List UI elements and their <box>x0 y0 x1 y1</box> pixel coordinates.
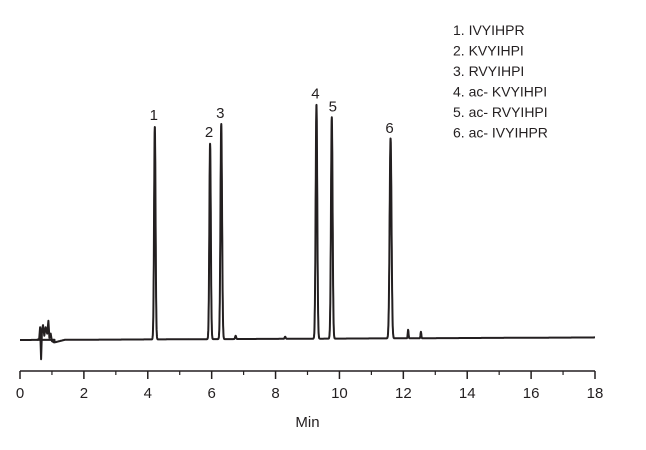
chromatogram-trace <box>19 103 596 344</box>
legend-entry-3: 3. RVYIHPI <box>453 63 524 79</box>
x-tick-label-6: 6 <box>207 385 215 402</box>
x-tick-label-10: 10 <box>331 385 348 402</box>
peak-label-5: 5 <box>329 98 337 115</box>
x-tick-label-0: 0 <box>16 385 24 402</box>
legend-entry-5: 5. ac- RVYIHPI <box>453 104 548 120</box>
legend-entry-6: 6. ac- IVYIHPR <box>453 125 548 141</box>
peak-label-6: 6 <box>385 120 393 137</box>
peak-label-3: 3 <box>216 105 224 122</box>
chart-legend: 1. IVYIHPR 2. KVYIHPI 3. RVYIHPI 4. ac- KVY… <box>453 22 548 141</box>
x-tick-label-18: 18 <box>587 385 604 402</box>
x-axis-title: Min <box>295 414 319 431</box>
peak-labels: 1 23 45 6 <box>150 86 394 141</box>
peak-label-4: 4 <box>311 86 319 103</box>
x-tick-label-8: 8 <box>271 385 279 402</box>
x-axis-ticks: 0 2 4 6 8 10 12 14 16 18 <box>16 371 604 402</box>
legend-entry-2: 2. KVYIHPI <box>453 43 524 59</box>
legend-entry-4: 4. ac- KVYIHPI <box>453 84 547 100</box>
x-tick-label-4: 4 <box>144 385 152 402</box>
legend-entry-1: 1. IVYIHPR <box>453 22 525 38</box>
peak-label-2: 2 <box>205 124 213 141</box>
x-tick-label-16: 16 <box>523 385 540 402</box>
x-tick-label-12: 12 <box>395 385 412 402</box>
peak-label-1: 1 <box>150 107 158 124</box>
x-tick-label-14: 14 <box>459 385 476 402</box>
x-tick-label-2: 2 <box>80 385 88 402</box>
injection-artifact <box>36 319 55 361</box>
